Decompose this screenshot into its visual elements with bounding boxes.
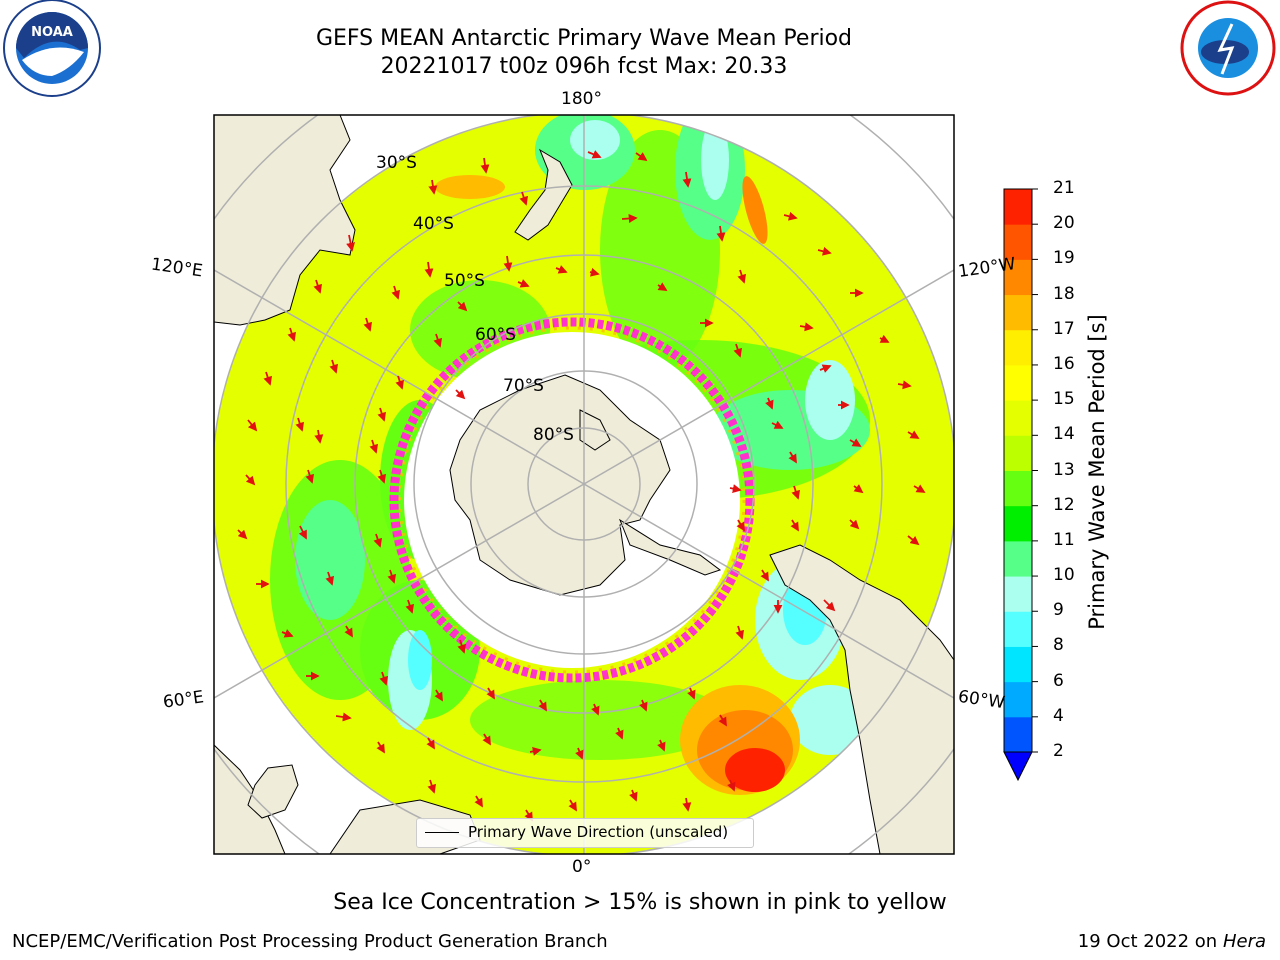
colorbar-tick-label: 17 bbox=[1053, 318, 1075, 339]
colorbar-swatch bbox=[1004, 540, 1032, 577]
lat-label-80s: 80°S bbox=[533, 425, 574, 445]
colorbar-swatch bbox=[1004, 681, 1032, 718]
noaa-logo: NOAA bbox=[3, 0, 101, 97]
lat-label-30s: 30°S bbox=[376, 153, 417, 173]
footer-date-text: 19 Oct 2022 on bbox=[1077, 931, 1223, 952]
colorbar-swatch bbox=[1004, 716, 1032, 753]
colorbar-tick-label: 18 bbox=[1053, 283, 1075, 304]
colorbar-tickmarks bbox=[1032, 188, 1038, 753]
map-legend: Primary Wave Direction (unscaled) bbox=[416, 818, 754, 848]
colorbar-swatch bbox=[1004, 224, 1032, 260]
lon-label-180: 180° bbox=[561, 89, 602, 109]
colorbar-tick-label: 6 bbox=[1053, 670, 1064, 691]
colorbar-tick-label: 8 bbox=[1053, 635, 1064, 656]
antarctica bbox=[449, 374, 671, 596]
antarctic-peninsula bbox=[618, 518, 722, 576]
colorbar-swatch bbox=[1004, 189, 1032, 225]
colorbar-swatch bbox=[1004, 435, 1032, 471]
colorbar-swatch bbox=[1004, 611, 1032, 647]
colorbar-tick-label: 21 bbox=[1053, 178, 1075, 198]
colorbar-swatch bbox=[1004, 400, 1032, 436]
map-frame-content bbox=[214, 115, 954, 854]
footer-date: 19 Oct 2022 on Hera bbox=[1078, 931, 1266, 952]
svg-text:NOAA: NOAA bbox=[31, 25, 73, 40]
colorbar-swatch bbox=[1004, 505, 1032, 542]
lat-label-70s: 70°S bbox=[503, 376, 544, 396]
map-subtitle: 20221017 t00z 096h fcst Max: 20.33 bbox=[380, 54, 788, 79]
footer-host: Hera bbox=[1222, 931, 1266, 952]
lat-label-50s: 50°S bbox=[444, 271, 485, 291]
colorbar-tick-label: 13 bbox=[1053, 459, 1075, 480]
colorbar-swatch bbox=[1004, 329, 1032, 366]
lon-label-0: 0° bbox=[572, 857, 592, 877]
legend-label: Primary Wave Direction (unscaled) bbox=[468, 823, 729, 841]
ross-ice-island bbox=[579, 409, 611, 451]
legend-line-sample bbox=[425, 832, 459, 833]
colorbar-tick-label: 12 bbox=[1053, 494, 1075, 515]
lat-label-40s: 40°S bbox=[413, 214, 454, 234]
nws-logo bbox=[1180, 0, 1276, 96]
colorbar-swatch bbox=[1004, 470, 1032, 507]
sea-ice-caption: Sea Ice Concentration > 15% is shown in … bbox=[333, 890, 947, 915]
colorbar-tick-label: 2 bbox=[1053, 741, 1064, 761]
colorbar-tick-label: 16 bbox=[1053, 353, 1075, 374]
colorbar-tick-label: 20 bbox=[1053, 213, 1075, 234]
colorbar-tick-label: 19 bbox=[1053, 248, 1075, 269]
colorbar-tick-label: 4 bbox=[1053, 705, 1064, 726]
footer-organization: NCEP/EMC/Verification Post Processing Pr… bbox=[12, 931, 608, 952]
colorbar-swatch bbox=[1004, 364, 1032, 401]
colorbar-tick-label: 15 bbox=[1053, 389, 1075, 410]
colorbar-title: Primary Wave Mean Period [s] bbox=[1085, 314, 1109, 630]
colorbar-swatch bbox=[1004, 259, 1032, 296]
colorbar-tick-label: 10 bbox=[1053, 565, 1075, 586]
colorbar-extend-arrow bbox=[1003, 751, 1033, 782]
map-frame bbox=[213, 114, 955, 855]
colorbar-swatch bbox=[1004, 294, 1032, 331]
map-title: GEFS MEAN Antarctic Primary Wave Mean Pe… bbox=[315, 26, 853, 51]
colorbar-tick-label: 11 bbox=[1053, 529, 1075, 550]
colorbar-tick-label: 9 bbox=[1053, 600, 1064, 621]
colorbar-swatch bbox=[1004, 576, 1032, 612]
colorbar-swatch bbox=[1004, 646, 1032, 683]
colorbar-swatches bbox=[1004, 189, 1032, 753]
lat-label-60s: 60°S bbox=[475, 325, 516, 345]
wave-direction-arrows bbox=[237, 150, 926, 822]
graticule bbox=[214, 115, 954, 854]
colorbar-tick-label: 14 bbox=[1053, 424, 1075, 445]
